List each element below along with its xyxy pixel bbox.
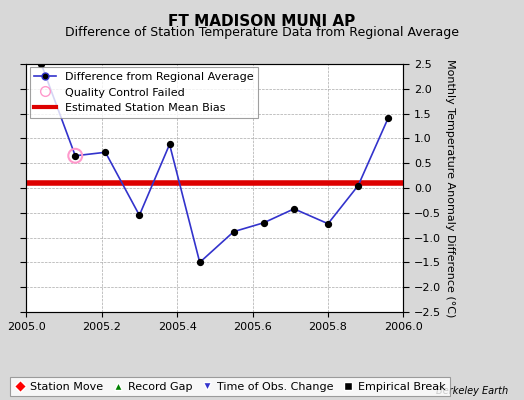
- Point: [384, 114, 392, 121]
- Text: FT MADISON MUNI AP: FT MADISON MUNI AP: [168, 14, 356, 29]
- Point: [71, 152, 80, 159]
- Point: [71, 152, 80, 159]
- Text: Berkeley Earth: Berkeley Earth: [436, 386, 508, 396]
- Point: [324, 220, 332, 227]
- Legend: Difference from Regional Average, Quality Control Failed, Estimated Station Mean: Difference from Regional Average, Qualit…: [29, 67, 258, 118]
- Point: [290, 206, 298, 212]
- Point: [260, 220, 268, 226]
- Point: [37, 61, 46, 67]
- Point: [354, 182, 363, 189]
- Text: Difference of Station Temperature Data from Regional Average: Difference of Station Temperature Data f…: [65, 26, 459, 39]
- Y-axis label: Monthly Temperature Anomaly Difference (°C): Monthly Temperature Anomaly Difference (…: [445, 59, 455, 317]
- Point: [135, 212, 144, 218]
- Point: [166, 141, 174, 148]
- Point: [230, 228, 238, 235]
- Legend: Station Move, Record Gap, Time of Obs. Change, Empirical Break: Station Move, Record Gap, Time of Obs. C…: [10, 377, 450, 396]
- Point: [195, 259, 204, 266]
- Point: [101, 149, 110, 156]
